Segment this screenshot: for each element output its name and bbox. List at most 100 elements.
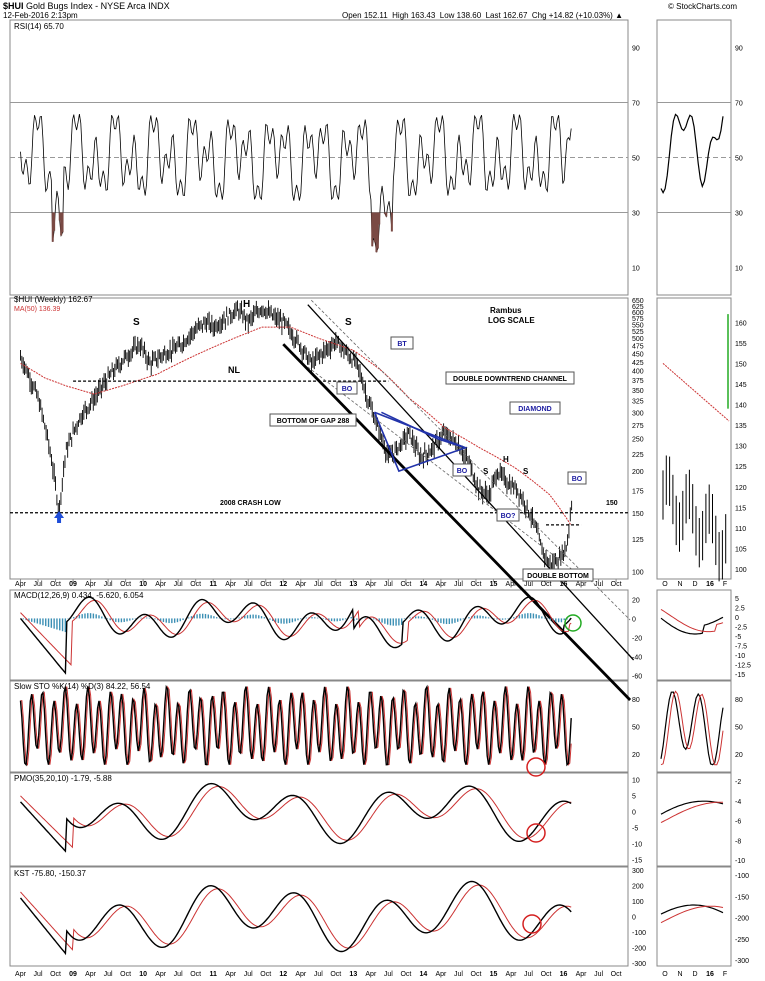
side-indicator-line <box>660 691 724 766</box>
x-tick-label-bottom: 09 <box>69 971 77 978</box>
blue-arrow-icon <box>54 511 65 518</box>
price-y-tick-label: 500 <box>632 336 644 343</box>
index-name: Gold Bugs Index - NYSE Arca INDX <box>26 1 170 11</box>
y-tick-label: 200 <box>632 884 644 891</box>
x-tick-label-bottom: Jul <box>174 971 183 978</box>
y-tick-label: 10 <box>632 777 640 784</box>
x-tick-label-bottom: Oct <box>260 971 271 978</box>
price-y-tick-label: 150 <box>632 511 644 518</box>
y-tick-label: 30 <box>632 211 640 218</box>
side-price-y-tick-label: 120 <box>735 485 747 492</box>
price-annotation: S <box>483 467 489 476</box>
x-tick-label-bottom: Oct <box>541 971 552 978</box>
x-tick-label-bottom: Jul <box>34 971 43 978</box>
x-tick-label-bottom: Jul <box>594 971 603 978</box>
x-tick-label: Jul <box>314 581 323 588</box>
high-label: High <box>392 11 409 20</box>
side-y-tick-label: 5 <box>735 596 739 603</box>
price-annotation: S <box>523 467 529 476</box>
price-y-tick-label: 550 <box>632 322 644 329</box>
indicator-line <box>19 782 572 853</box>
x-tick-label-bottom: Oct <box>400 971 411 978</box>
side-panel-frame-4 <box>656 772 732 867</box>
x-tick-label: Apr <box>365 581 377 588</box>
side-y-tick-label: 50 <box>735 725 743 732</box>
y-tick-label: -300 <box>632 961 646 968</box>
side-panel-frame-2 <box>656 589 732 681</box>
x-tick-label-bottom: Jul <box>244 971 253 978</box>
signal-line <box>20 685 572 766</box>
side-indicator-line <box>660 113 724 195</box>
blue-arrow-stem <box>57 518 62 523</box>
side-panel-frame-5 <box>656 866 732 967</box>
x-tick-label: Oct <box>260 581 271 588</box>
low-value: 138.60 <box>456 11 482 20</box>
y-tick-label: 50 <box>632 156 640 163</box>
x-tick-label-bottom: Jul <box>524 971 533 978</box>
price-annotation: S <box>345 317 352 328</box>
x-tick-label: Jul <box>524 581 533 588</box>
side-y-tick-label: 50 <box>735 156 743 163</box>
price-y-tick-label: 325 <box>632 399 644 406</box>
x-tick-label: Oct <box>471 581 482 588</box>
pmo-label: PMO(35,20,10) -1.79, -5.88 <box>14 774 112 783</box>
side-price-y-tick-label: 155 <box>735 341 747 348</box>
y-tick-label: 0 <box>632 809 636 816</box>
side-y-tick-label: -4 <box>735 799 741 806</box>
x-tick-label: Apr <box>435 581 447 588</box>
annotation-box <box>445 371 575 385</box>
x-tick-label-bottom: Jul <box>384 971 393 978</box>
x-tick-label: Oct <box>400 581 411 588</box>
side-price-y-tick-label: 160 <box>735 320 747 327</box>
x-tick-label-bottom: Oct <box>120 971 131 978</box>
price-annotation: NL <box>228 365 240 375</box>
chart-date: 12-Feb-2016 2:13pm <box>3 11 78 20</box>
x-tick-label: 12 <box>279 581 287 588</box>
x-tick-label: 13 <box>349 581 357 588</box>
y-tick-label: -200 <box>632 945 646 952</box>
side-y-tick-label: -100 <box>735 873 749 880</box>
y-tick-label: 80 <box>632 697 640 704</box>
side-price-y-tick-label: 105 <box>735 546 747 553</box>
x-tick-label-bottom: Jul <box>454 971 463 978</box>
last-value: 162.67 <box>502 11 528 20</box>
side-y-tick-label: -7.5 <box>735 644 747 651</box>
price-y-tick-label: 400 <box>632 369 644 376</box>
price-annotation: S <box>133 317 140 328</box>
side-y-tick-label: -2 <box>735 779 741 786</box>
macd-label: MACD(12,26,9) 0.434, -5.620, 6.054 <box>14 591 144 600</box>
x-tick-label-bottom: Apr <box>155 971 167 978</box>
side-x-tick-label: F <box>723 581 727 588</box>
channel-upper-line <box>307 304 635 661</box>
side-y-tick-label: 10 <box>735 266 743 273</box>
annotation-box <box>567 471 587 485</box>
side-y-tick-label: -300 <box>735 958 749 965</box>
side-panel-frame-3 <box>656 680 732 773</box>
high-value: 163.43 <box>410 11 436 20</box>
price-annotation: H <box>503 455 509 464</box>
x-tick-label: Oct <box>50 581 61 588</box>
price-annotation: Rambus <box>490 306 522 315</box>
x-tick-label-bottom: Jul <box>104 971 113 978</box>
x-tick-label: Oct <box>190 581 201 588</box>
panel-frame-2 <box>9 589 629 681</box>
annotation-box-text: BOTTOM OF GAP 288 <box>277 418 350 425</box>
x-tick-label-bottom: Apr <box>506 971 518 978</box>
x-tick-label: Apr <box>155 581 167 588</box>
x-tick-label: 15 <box>490 581 498 588</box>
side-price-y-tick-label: 100 <box>735 567 747 574</box>
side-indicator-line <box>660 616 724 635</box>
x-tick-label-bottom: Oct <box>190 971 201 978</box>
side-x-tick-label-bottom: D <box>692 971 697 978</box>
x-tick-label: Oct <box>541 581 552 588</box>
x-tick-label: Apr <box>576 581 588 588</box>
side-ma-line <box>662 363 730 422</box>
panel-frame-3 <box>9 680 629 773</box>
price-y-tick-label: 375 <box>632 378 644 385</box>
x-tick-label: Oct <box>120 581 131 588</box>
side-y-tick-label: -250 <box>735 937 749 944</box>
annotation-box <box>269 413 357 427</box>
y-tick-label: 0 <box>632 915 636 922</box>
price-y-tick-label: 350 <box>632 388 644 395</box>
